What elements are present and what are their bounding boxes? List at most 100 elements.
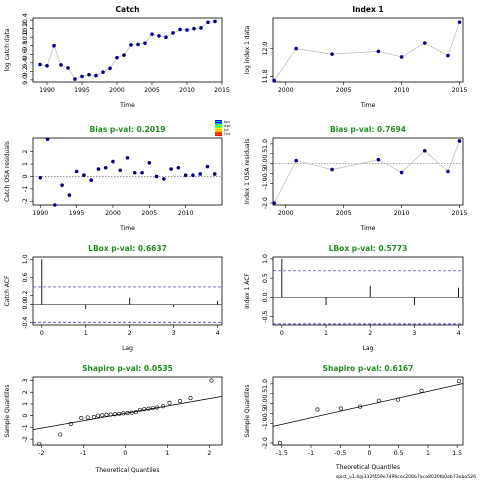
residual-point [111,159,115,164]
legend-label: Jul [223,127,229,132]
data-point [185,28,189,32]
data-point [199,26,203,30]
x-tick-label: 2000 [278,87,294,94]
y-tick-label: -0.5 [262,310,269,322]
x-axis-label: Time [119,102,135,109]
qq-point [85,415,90,420]
qq-point [376,398,381,403]
qq-point [167,400,172,405]
y-tick-label: 0.0 [22,300,29,310]
qq-point [104,412,109,417]
y-tick-label: -2.0 [262,197,269,209]
residual-point [191,173,195,178]
legend-color-band [215,120,222,122]
x-tick-label: 1995 [69,210,85,217]
x-tick-label: 1 [426,450,430,457]
x-axis-label: Time [119,225,135,232]
data-point [171,31,175,35]
x-tick-label: 3 [172,330,176,337]
x-tick-label: 2010 [178,210,194,217]
qq-point [112,412,117,417]
qq-point [100,413,105,418]
y-tick-label: 0 [22,414,29,418]
qq-point [96,413,101,418]
residual-point [67,193,72,197]
x-tick-label: 0 [40,330,44,337]
plot-frame [32,376,223,446]
x-tick-label: 1.5 [452,450,462,457]
y-tick-label: 0.2 [22,291,29,301]
residual-point [96,167,101,171]
x-tick-label: -0.5 [334,450,346,457]
y-tick-label: 2 [22,150,29,154]
figure-footer: spict_v1.4@332f459e7d96cec206b7aca803fdb… [336,474,476,480]
panel-title: Bias p-val: 0.7694 [330,125,406,134]
y-tick-label: 2 [22,390,29,394]
data-point [101,70,105,74]
legend-color-band [215,122,222,124]
legend-color-band [215,132,222,134]
residual-point [272,201,276,205]
residual-point [154,174,159,179]
qq-point [161,404,166,409]
x-tick-label: 1995 [74,87,90,94]
series-line [273,140,460,204]
data-point [457,20,462,24]
x-tick-label: 2010 [394,87,410,94]
qq-reference-line [32,395,223,430]
qq-point [456,378,461,383]
data-point [66,66,70,70]
qq-point [278,441,283,446]
x-axis-label: Theoretical Quantiles [95,467,160,474]
legend-color-band [215,126,222,128]
x-tick-label: -2 [38,450,44,457]
x-tick-label: 2000 [105,210,121,217]
x-tick-label: 2 [128,330,132,337]
residual-point [162,177,166,181]
residual-point [60,183,64,187]
y-tick-label: -2 [22,436,29,442]
panel-title: Shapiro p-val: 0.6167 [323,364,414,373]
x-tick-label: 1 [165,450,169,457]
qq-point [58,432,63,437]
x-tick-label: 0 [367,450,371,457]
data-point [272,78,276,83]
data-point [164,35,168,39]
data-point [94,73,98,78]
legend-color-band [215,129,222,131]
y-tick-label: -1 [22,186,29,192]
x-tick-label: 2005 [144,87,160,94]
y-tick-label: 1.0 [22,254,29,264]
legend-color-band [215,128,222,130]
qq-reference-line [272,383,464,427]
y-tick-label: 0.6 [22,272,29,282]
legend-color-band [215,121,222,123]
data-point [59,63,63,67]
qq-point [129,410,134,415]
y-tick-label: 0.0 [262,399,269,409]
y-tick-label: 0.5 [262,149,269,159]
qq-point [396,397,401,402]
y-tick-label: 9.0 [22,75,29,85]
y-tick-label: 1 [22,162,29,166]
x-tick-label: 2015 [452,210,468,217]
qq-point [117,411,122,416]
data-point [80,74,84,79]
legend-color-band [215,127,222,129]
residual-point [330,167,334,172]
residual-point [140,170,144,175]
qq-point [37,441,42,446]
panel-title: Index 1 [352,5,383,14]
qq-point [154,405,159,410]
y-tick-label: 9.2 [22,66,29,76]
data-point [122,53,126,57]
residual-point [125,156,130,160]
qq-point [125,411,130,416]
y-axis-label: Index 1 ACF [244,273,251,309]
residual-point [82,173,86,178]
y-tick-label: 9.8 [22,41,29,51]
x-axis-label: Theoretical Quantiles [335,464,400,471]
plot-frame [32,17,223,83]
